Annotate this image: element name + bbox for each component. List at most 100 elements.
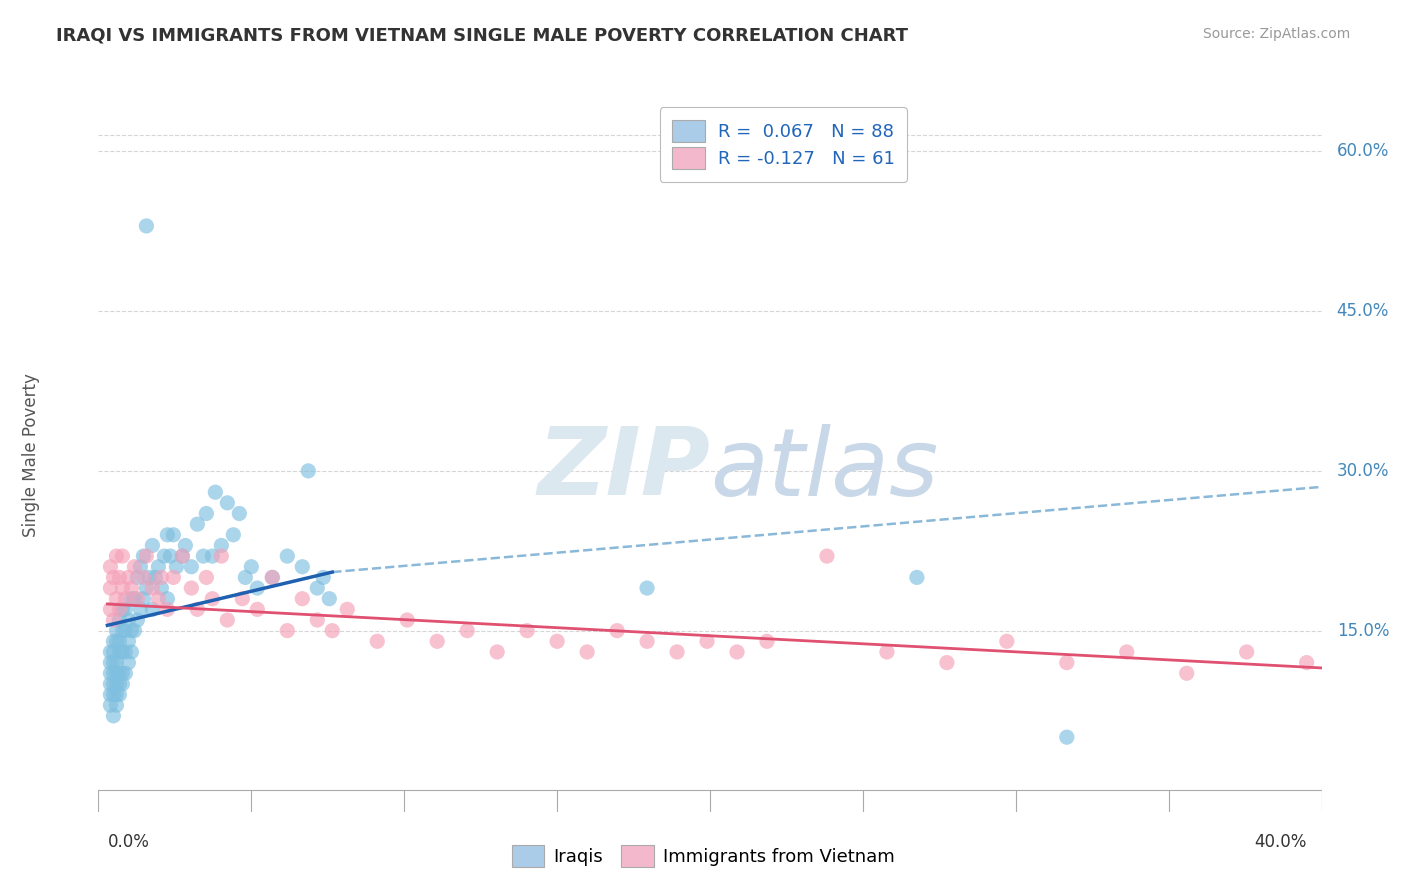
Point	[103, 645, 125, 659]
Point	[1295, 656, 1317, 670]
Point	[100, 645, 122, 659]
Point	[148, 559, 170, 574]
Point	[995, 634, 1018, 648]
Point	[318, 591, 340, 606]
Point	[606, 624, 628, 638]
Point	[246, 602, 269, 616]
Point	[145, 570, 167, 584]
Point	[193, 549, 215, 563]
Point	[1115, 645, 1137, 659]
Point	[105, 624, 128, 638]
Point	[696, 634, 718, 648]
Point	[111, 677, 134, 691]
Point	[186, 517, 208, 532]
Point	[156, 602, 179, 616]
Point	[636, 581, 658, 595]
Point	[135, 581, 157, 595]
Point	[120, 591, 142, 606]
Point	[756, 634, 779, 648]
Text: ZIP: ZIP	[537, 423, 710, 516]
Point	[108, 602, 131, 616]
Point	[103, 666, 125, 681]
Point	[108, 677, 131, 691]
Point	[105, 677, 128, 691]
Point	[132, 549, 155, 563]
Point	[307, 613, 329, 627]
Point	[129, 559, 152, 574]
Point	[262, 570, 284, 584]
Point	[120, 581, 142, 595]
Point	[103, 656, 125, 670]
Point	[103, 677, 125, 691]
Point	[396, 613, 419, 627]
Point	[100, 602, 122, 616]
Point	[1056, 730, 1078, 744]
Point	[100, 677, 122, 691]
Legend: Iraqis, Immigrants from Vietnam: Iraqis, Immigrants from Vietnam	[505, 838, 901, 874]
Point	[162, 570, 184, 584]
Point	[186, 602, 208, 616]
Point	[100, 666, 122, 681]
Point	[172, 549, 194, 563]
Text: Single Male Poverty: Single Male Poverty	[22, 373, 41, 537]
Point	[148, 591, 170, 606]
Point	[150, 581, 173, 595]
Point	[180, 559, 202, 574]
Point	[546, 634, 568, 648]
Point	[201, 591, 224, 606]
Point	[132, 591, 155, 606]
Point	[150, 570, 173, 584]
Point	[180, 581, 202, 595]
Point	[165, 559, 187, 574]
Point	[162, 528, 184, 542]
Point	[108, 613, 131, 627]
Point	[105, 688, 128, 702]
Point	[105, 591, 128, 606]
Point	[321, 624, 343, 638]
Point	[129, 602, 152, 616]
Point	[114, 591, 136, 606]
Point	[195, 507, 218, 521]
Point	[135, 549, 157, 563]
Point	[108, 666, 131, 681]
Point	[231, 591, 253, 606]
Point	[103, 613, 125, 627]
Point	[209, 549, 232, 563]
Point	[240, 559, 263, 574]
Point	[1175, 666, 1198, 681]
Point	[204, 485, 226, 500]
Point	[120, 624, 142, 638]
Point	[114, 602, 136, 616]
Point	[103, 709, 125, 723]
Point	[1236, 645, 1258, 659]
Point	[312, 570, 335, 584]
Point	[127, 591, 149, 606]
Point	[174, 538, 197, 552]
Point	[108, 645, 131, 659]
Point	[100, 688, 122, 702]
Point	[111, 602, 134, 616]
Point	[127, 570, 149, 584]
Point	[297, 464, 319, 478]
Point	[159, 549, 181, 563]
Point	[111, 666, 134, 681]
Point	[120, 645, 142, 659]
Point	[905, 570, 928, 584]
Point	[195, 570, 218, 584]
Point	[222, 528, 245, 542]
Point	[100, 698, 122, 713]
Point	[576, 645, 599, 659]
Point	[233, 570, 256, 584]
Point	[276, 624, 298, 638]
Point	[114, 624, 136, 638]
Point	[156, 528, 179, 542]
Point	[111, 581, 134, 595]
Text: 60.0%: 60.0%	[1337, 143, 1389, 161]
Point	[217, 613, 239, 627]
Point	[135, 219, 157, 233]
Point	[114, 645, 136, 659]
Point	[114, 666, 136, 681]
Point	[426, 634, 449, 648]
Point	[876, 645, 898, 659]
Point	[366, 634, 388, 648]
